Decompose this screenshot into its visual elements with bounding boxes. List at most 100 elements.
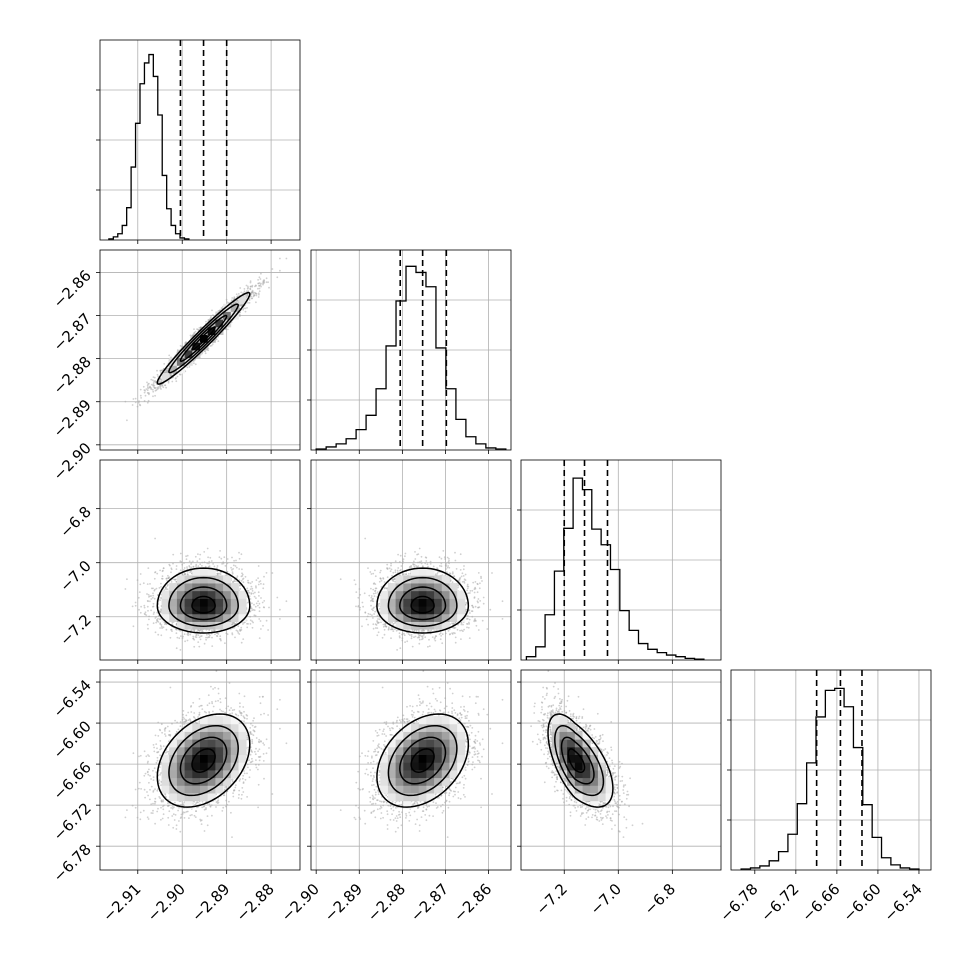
sample-point — [259, 284, 262, 287]
sample-point — [258, 276, 261, 279]
sample-point — [186, 366, 189, 369]
sample-point — [145, 388, 148, 390]
sample-point — [225, 298, 228, 301]
sample-point — [154, 537, 157, 540]
sample-point — [249, 598, 252, 600]
sample-point — [139, 611, 142, 614]
sample-point — [124, 400, 127, 403]
sample-point — [195, 563, 198, 566]
sample-point — [258, 606, 261, 609]
sample-point — [201, 352, 204, 355]
sample-point — [237, 293, 240, 295]
sample-point — [265, 281, 268, 284]
contour-line — [179, 314, 228, 362]
sample-point — [139, 388, 142, 391]
sample-point — [126, 419, 128, 422]
sample-point — [279, 618, 281, 620]
sample-point — [157, 375, 160, 378]
sample-point — [146, 583, 149, 585]
sample-point — [171, 621, 174, 624]
sample-point — [254, 591, 256, 594]
sample-point — [224, 328, 227, 330]
sample-point — [253, 609, 256, 612]
sample-point — [194, 330, 197, 333]
sample-point — [153, 611, 156, 614]
sample-point — [259, 278, 262, 280]
sample-point — [253, 294, 256, 296]
sample-point — [134, 397, 137, 400]
density-cell — [207, 326, 216, 336]
sample-point — [146, 623, 149, 626]
sample-point — [186, 554, 189, 557]
sample-point — [233, 626, 236, 629]
sample-point — [207, 636, 210, 639]
contour-line — [168, 303, 239, 374]
sample-point — [150, 378, 153, 381]
sample-point — [201, 561, 204, 564]
sample-point — [214, 633, 216, 636]
sample-point — [142, 385, 145, 388]
sample-point — [248, 302, 251, 304]
sample-point — [179, 649, 182, 651]
sample-point — [126, 578, 128, 581]
sample-point — [267, 629, 269, 631]
sample-point — [206, 633, 208, 636]
sample-point — [249, 288, 252, 291]
sample-point — [248, 299, 251, 301]
sample-point — [251, 590, 254, 592]
sample-point — [203, 551, 206, 553]
sample-point — [136, 405, 139, 408]
sample-point — [244, 310, 247, 313]
sample-point — [258, 290, 261, 293]
sample-point — [179, 560, 182, 563]
sample-point — [159, 385, 162, 387]
sample-point — [247, 302, 249, 304]
sample-point — [267, 281, 269, 284]
sample-point — [255, 301, 257, 304]
sample-point — [240, 641, 243, 644]
sample-point — [165, 628, 168, 631]
sample-point — [193, 331, 196, 334]
sample-point — [211, 343, 214, 345]
sample-point — [217, 340, 220, 342]
sample-point — [260, 285, 262, 288]
sample-point — [154, 631, 157, 634]
histogram-panel-2 — [307, 249, 512, 454]
sample-point — [243, 288, 246, 290]
density-cell — [184, 342, 193, 351]
sample-point — [178, 637, 181, 640]
sample-point — [252, 621, 255, 624]
sample-point — [147, 627, 149, 630]
sample-point — [250, 297, 253, 300]
sample-point — [255, 294, 258, 297]
sample-point — [236, 299, 239, 302]
panel-content — [124, 248, 304, 422]
x-tick-label: −6.78 — [716, 880, 761, 925]
density-cell — [223, 303, 232, 312]
sample-point — [161, 577, 163, 580]
sample-point — [285, 257, 288, 260]
sample-point — [143, 400, 146, 402]
sample-point — [188, 366, 191, 368]
histogram-step — [740, 687, 920, 870]
sample-point — [146, 401, 149, 404]
sample-point — [239, 314, 242, 317]
sample-point — [221, 563, 224, 565]
sample-point — [226, 301, 229, 304]
sample-point — [132, 625, 135, 628]
sample-point — [161, 385, 163, 387]
sample-point — [167, 583, 169, 586]
sample-point — [279, 269, 281, 272]
sample-point — [250, 293, 253, 295]
sample-point — [143, 606, 146, 609]
sample-point — [148, 615, 151, 618]
sample-point — [257, 604, 259, 607]
sample-point — [231, 632, 234, 634]
sample-point — [261, 282, 264, 284]
sample-point — [162, 386, 165, 389]
sample-point — [302, 248, 304, 250]
sample-point — [160, 634, 163, 637]
sample-point — [244, 575, 247, 578]
sample-point — [253, 595, 256, 598]
sample-point — [212, 563, 215, 565]
